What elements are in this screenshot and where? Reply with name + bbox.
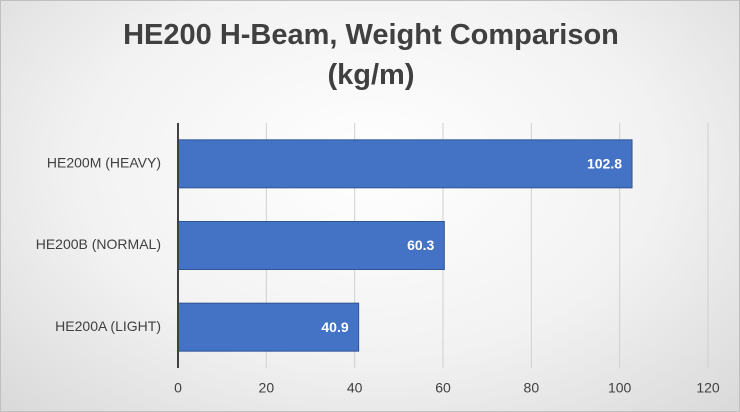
- bar: [177, 139, 633, 189]
- data-label: 60.3: [407, 237, 434, 253]
- data-label: 40.9: [321, 319, 348, 335]
- x-tick-label: 40: [347, 380, 363, 396]
- data-label: 102.8: [587, 156, 622, 172]
- y-tick-label: HE200B (NORMAL): [36, 236, 161, 252]
- bar: [177, 302, 360, 352]
- x-tick-label: 100: [608, 380, 632, 396]
- x-tick-label: 120: [696, 380, 720, 396]
- bar: [177, 221, 445, 270]
- x-tick-label: 80: [524, 380, 540, 396]
- chart-title: HE200 H-Beam, Weight Comparison (kg/m): [123, 19, 619, 91]
- x-tick-label: 60: [435, 380, 451, 396]
- x-tick-label: 20: [259, 380, 275, 396]
- y-tick-label: HE200M (HEAVY): [47, 155, 161, 171]
- y-tick-label: HE200A (LIGHT): [55, 318, 161, 334]
- x-tick-label: 0: [174, 380, 182, 396]
